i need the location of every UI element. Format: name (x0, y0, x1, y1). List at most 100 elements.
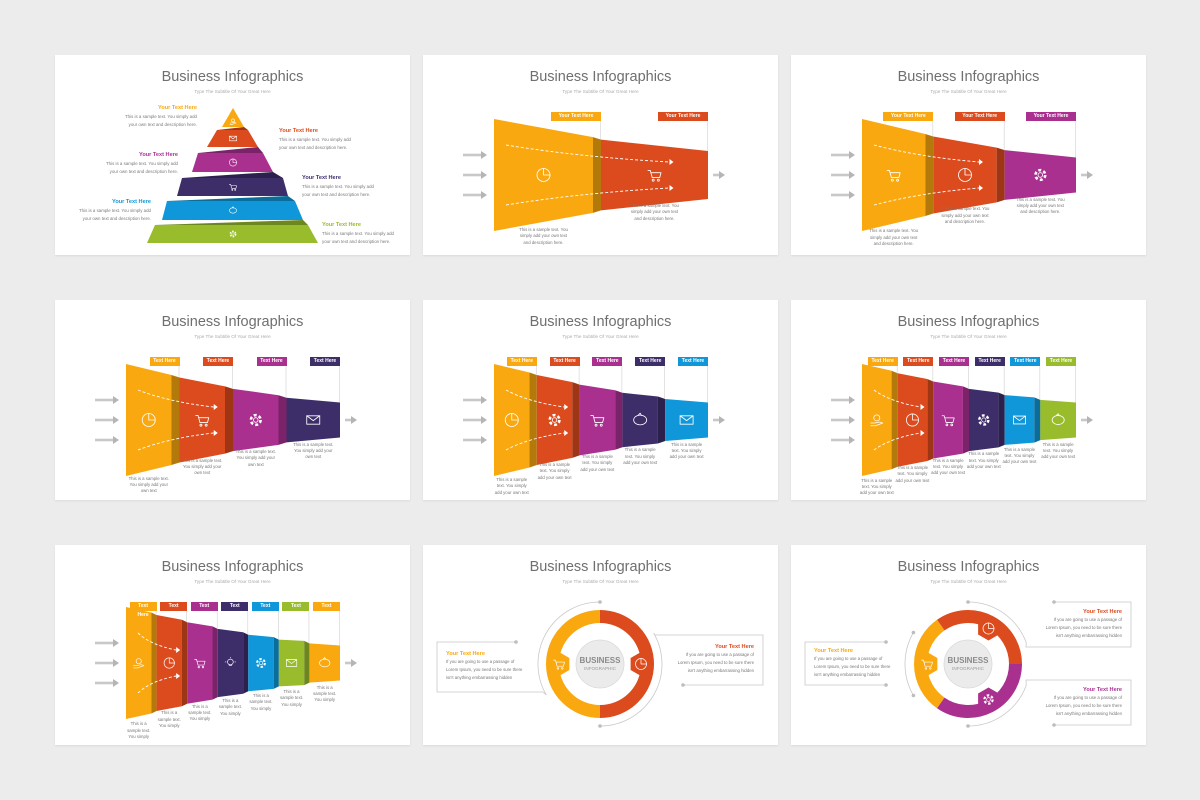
tier-description: This is a sample text. You simply add (125, 114, 197, 119)
segment-tag[interactable]: Text Here (939, 357, 969, 366)
segment-tag[interactable]: Text Here (310, 357, 340, 366)
slide-subtitle: Type The Subtitle Of Your Great Here (930, 89, 1007, 94)
segment-tag[interactable]: Your Text Here (1026, 112, 1076, 121)
slide-artwork (463, 364, 725, 476)
slide-thumbnail-2[interactable]: Business Infographics Type The Subtitle O… (423, 55, 778, 255)
connector-dot (966, 600, 970, 604)
tier-description: your own text and description here. (302, 192, 371, 197)
shopping-cart-icon (921, 659, 933, 670)
output-arrow-icon (345, 659, 357, 667)
segment-tag[interactable]: Text Here (678, 357, 708, 366)
pie-chart-icon (141, 413, 156, 427)
segment-tag[interactable]: Text Here (129, 602, 157, 618)
segment-tag[interactable]: Text Here (149, 357, 180, 366)
segment-description: and description here. (944, 219, 986, 225)
input-arrow-icon (95, 639, 119, 647)
tier-description: your own text and description here. (128, 122, 197, 127)
segment-tag[interactable]: Your Text Here (954, 112, 1005, 121)
funnel-segment (536, 374, 580, 466)
segment-tag[interactable]: Text Here (190, 602, 218, 618)
slide-artwork (463, 119, 725, 231)
segment-description: own text (247, 461, 264, 467)
funnel-segment (126, 607, 157, 719)
gear-icon (249, 413, 262, 427)
segment-description: This is a sample (624, 447, 656, 453)
segment-tag[interactable]: Text Here (251, 602, 279, 618)
slide-artwork (147, 108, 318, 243)
tier-heading: Your Text Here (112, 199, 151, 205)
segment-tag[interactable]: Text Here (1046, 357, 1076, 366)
funnel-segment (1004, 395, 1041, 445)
segment-tag[interactable]: Text Here (974, 357, 1005, 366)
arrowhead-icon (978, 159, 983, 191)
segment-tag[interactable]: Text Here (903, 357, 934, 366)
segment-tag[interactable]: Text Here (203, 357, 233, 366)
segment-description: This is a (252, 692, 269, 698)
mail-icon (679, 415, 694, 425)
connector-dot (1052, 723, 1056, 727)
slide-title: Business Infographics (161, 69, 304, 85)
piggy-bank-icon (229, 206, 237, 214)
pie-chart-icon (635, 658, 647, 670)
segment-tag[interactable]: Text Here (635, 357, 666, 366)
slide-thumbnail-1[interactable]: Business Infographics Type The Subtitle O… (55, 55, 410, 255)
hexagon-badge (916, 652, 938, 676)
segment-tag[interactable]: Text Here (1010, 357, 1041, 366)
shopping-cart-icon (941, 415, 955, 427)
piggy-bank-icon (1051, 413, 1065, 425)
slide-thumbnail-7[interactable]: Business Infographics Type The Subtitle O… (55, 545, 410, 745)
segment-description: and description here. (1020, 209, 1061, 215)
segment-tag[interactable]: Text Here (506, 357, 537, 366)
dashed-flow-arrow (505, 187, 670, 206)
segment-tag[interactable]: Your Text Here (551, 112, 601, 121)
segment-description: This is a (191, 703, 208, 709)
input-arrow-icon (463, 396, 487, 404)
segment-description: You simply (314, 697, 336, 703)
tier-heading: Your Text Here (158, 105, 197, 111)
segment-description: You simply (250, 705, 272, 711)
slide-thumbnail-4[interactable]: Business Infographics Type The Subtitle O… (55, 300, 410, 500)
segment-tag[interactable]: Text Here (282, 602, 310, 618)
segment-tag[interactable]: Text Here (313, 602, 340, 618)
shopping-cart-icon (647, 170, 662, 182)
pyramid-tier (147, 225, 318, 243)
segment-description: This is a (222, 697, 239, 703)
mail-icon (229, 135, 237, 142)
hexagon-badge (978, 687, 999, 712)
connector-dot (911, 693, 916, 698)
dashed-flow-arrow (873, 432, 921, 451)
slide-thumbnail-8[interactable]: Business Infographics Type The Subtitle O… (423, 545, 778, 745)
funnel-segment (665, 399, 708, 441)
slide-subtitle: Type The Subtitle Of Your Great Here (194, 334, 271, 339)
segment-description: own text (194, 470, 211, 476)
segment-tag[interactable]: Your Text Here (883, 112, 934, 121)
segment-tag[interactable]: Your Text Here (658, 112, 708, 121)
callout-text: isn't anything embarrassing hidden (687, 668, 754, 673)
segment-tag[interactable]: Text Here (160, 602, 188, 618)
segment-tag[interactable]: Text Here (867, 357, 898, 366)
segment-tag[interactable]: Text Here (549, 357, 580, 366)
center-label: BUSINESS (947, 656, 989, 665)
funnel-segment (278, 639, 310, 687)
segment-description: You simply add your (182, 464, 222, 469)
slide-thumbnail-3[interactable]: Business Infographics Type The Subtitle O… (791, 55, 1146, 255)
shopping-cart-icon (553, 659, 565, 670)
callout-text: If you are going to use a passage of (685, 652, 754, 657)
slide-artwork (831, 119, 1093, 231)
callout-heading: Your Text Here (1083, 609, 1122, 615)
slide-title: Business Infographics (529, 69, 672, 85)
pyramid-fold (167, 196, 295, 201)
segment-tag[interactable]: Text Here (592, 357, 623, 366)
slide-thumbnail-5[interactable]: Business Infographics Type The Subtitle O… (423, 300, 778, 500)
segment-description: This is a (283, 689, 300, 695)
segment-tag[interactable]: Text Here (221, 602, 249, 618)
slide-thumbnail-9[interactable]: Business Infographics Type The Subtitle O… (791, 545, 1146, 745)
segment-description: simply add your own text (630, 209, 679, 215)
segment-tag[interactable]: Text Here (256, 357, 287, 366)
segment-description: simply add your own text (1016, 202, 1064, 208)
segment-description: You simply add your (129, 481, 169, 487)
segment-description: and description here. (634, 215, 675, 221)
slide-thumbnail-6[interactable]: Business Infographics Type The Subtitle O… (791, 300, 1146, 500)
tier-description: your own text and description here. (109, 169, 178, 174)
tier-heading: Your Text Here (279, 128, 318, 134)
